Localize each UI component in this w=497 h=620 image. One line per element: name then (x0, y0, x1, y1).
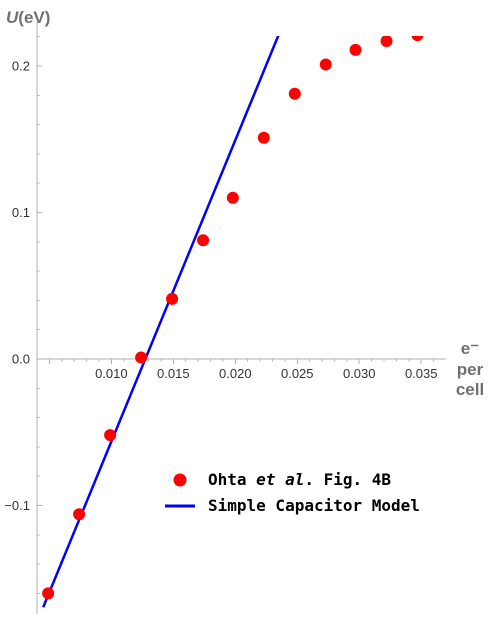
x-tick-label: 0.025 (281, 366, 314, 381)
y-tick-label: −0.1 (4, 498, 30, 513)
data-point (411, 36, 424, 42)
axes: 0.010 0.015 0.020 0.025 0.030 0.035 −0.1 0.0 0.1… (4, 22, 446, 614)
data-point (42, 587, 55, 600)
legend-marker-scatter (173, 473, 187, 487)
y-tick-label: 0.2 (12, 58, 30, 73)
data-point (349, 43, 362, 56)
y-tick-label: 0.1 (12, 205, 30, 220)
x-axis-title-line: per (457, 360, 484, 379)
x-axis-title-line: cell (456, 380, 484, 399)
data-point (380, 36, 393, 48)
plot-area (42, 36, 424, 608)
x-tick-label: 0.035 (405, 366, 438, 381)
capacitor-model-line (42, 36, 280, 608)
data-point (135, 351, 148, 364)
data-point (226, 191, 239, 204)
y-axis-title: U(eV) (6, 8, 50, 27)
data-point (166, 292, 179, 305)
data-point (73, 508, 86, 521)
x-tick-label: 0.030 (343, 366, 376, 381)
legend-label-line: Simple Capacitor Model (208, 496, 420, 515)
x-tick-label: 0.010 (95, 366, 128, 381)
legend-label-scatter: Ohta et al. Fig. 4B (208, 470, 391, 489)
y-tick-label: 0.0 (12, 351, 30, 366)
data-point (197, 234, 210, 247)
data-point (319, 58, 332, 71)
data-point (104, 429, 117, 442)
x-tick-label: 0.015 (157, 366, 190, 381)
x-tick-label: 0.020 (219, 366, 252, 381)
data-point (257, 131, 270, 144)
legend: Ohta et al. Fig. 4B Simple Capacitor Mode… (165, 470, 420, 515)
x-axis-title-line: e⁻ (461, 339, 479, 358)
data-point (288, 87, 301, 100)
